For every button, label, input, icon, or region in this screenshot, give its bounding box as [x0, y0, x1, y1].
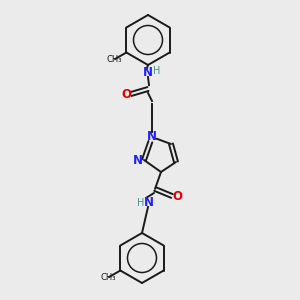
- Text: CH₃: CH₃: [100, 272, 116, 281]
- Text: H: H: [137, 198, 145, 208]
- Text: O: O: [121, 88, 131, 100]
- Text: O: O: [172, 190, 182, 202]
- Text: N: N: [147, 130, 157, 143]
- Text: N: N: [143, 65, 153, 79]
- Text: CH₃: CH₃: [106, 55, 122, 64]
- Text: H: H: [153, 66, 161, 76]
- Text: N: N: [144, 196, 154, 209]
- Text: N: N: [133, 154, 143, 166]
